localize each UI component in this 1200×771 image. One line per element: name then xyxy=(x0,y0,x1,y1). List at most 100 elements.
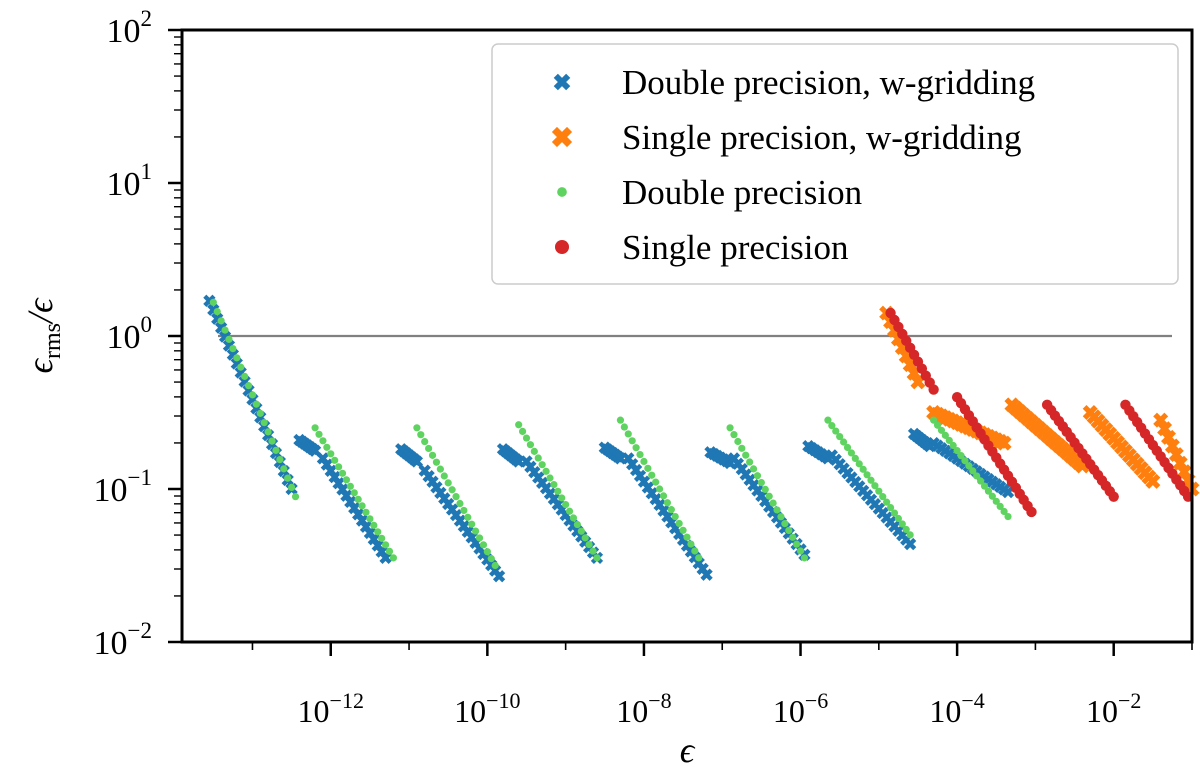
data-point xyxy=(562,501,570,509)
data-point xyxy=(464,513,472,521)
data-point xyxy=(577,527,585,535)
data-point xyxy=(440,472,448,480)
data-point xyxy=(683,533,691,541)
data-point xyxy=(244,382,253,390)
data-point xyxy=(761,485,769,494)
data-point xyxy=(640,457,648,466)
data-point xyxy=(616,416,625,424)
data-point xyxy=(1168,447,1184,463)
series-2 xyxy=(209,298,1012,570)
data-point xyxy=(843,443,852,452)
data-point xyxy=(425,444,433,453)
data-point xyxy=(491,561,499,570)
data-point xyxy=(410,455,424,468)
data-point xyxy=(883,498,891,506)
svg-text:ϵrms/ϵ: ϵrms/ϵ xyxy=(20,297,66,374)
data-point xyxy=(589,547,597,555)
data-point xyxy=(526,441,535,449)
data-point xyxy=(863,471,871,479)
data-point xyxy=(785,526,793,535)
data-point xyxy=(789,533,797,541)
data-point xyxy=(941,431,949,439)
data-point xyxy=(479,541,488,549)
data-point xyxy=(828,422,836,430)
data-point xyxy=(475,534,484,542)
data-point xyxy=(628,437,636,445)
data-point xyxy=(413,424,421,432)
y-axis-label: ϵrms/ϵ xyxy=(20,297,66,374)
data-point xyxy=(417,431,425,439)
data-point xyxy=(241,372,249,380)
data-point xyxy=(875,487,883,495)
data-point xyxy=(1164,438,1180,454)
data-point xyxy=(209,298,217,306)
data-point xyxy=(554,487,562,495)
data-point xyxy=(663,499,672,507)
data-point xyxy=(757,478,765,487)
data-point xyxy=(460,506,468,515)
data-point xyxy=(546,474,554,482)
data-point xyxy=(796,547,805,555)
data-point xyxy=(327,450,335,458)
data-point xyxy=(730,431,738,439)
data-point xyxy=(237,363,245,371)
data-point xyxy=(530,447,538,455)
data-point xyxy=(385,547,394,555)
data-point xyxy=(483,548,491,556)
data-point xyxy=(632,444,640,452)
x-axis-label: ϵ xyxy=(680,730,696,770)
data-point xyxy=(428,451,437,459)
x-tick-label: 10−10 xyxy=(454,688,520,729)
data-point xyxy=(973,472,981,480)
data-point xyxy=(949,441,957,450)
data-point xyxy=(753,472,762,480)
data-point xyxy=(585,540,593,549)
data-point xyxy=(284,474,292,482)
axis-ticks: 10−12 10−10 10−8 10−6 10−4 10−2 10−2 10−1 100 101… xyxy=(94,6,1193,729)
data-point xyxy=(472,527,480,535)
data-point xyxy=(272,446,280,454)
data-point xyxy=(487,555,495,563)
x-tick-label: 10−12 xyxy=(298,688,364,729)
data-point xyxy=(468,520,476,528)
data-point xyxy=(1108,491,1119,502)
data-point xyxy=(687,540,695,548)
y-tick-label: 102 xyxy=(107,6,153,50)
y-tick-label: 101 xyxy=(107,159,153,203)
legend-label: Single precision, w-gridding xyxy=(622,118,1022,157)
data-point xyxy=(558,494,566,502)
legend-marker xyxy=(551,126,573,148)
data-point xyxy=(906,531,914,539)
data-point xyxy=(436,465,444,473)
data-point xyxy=(334,463,343,471)
data-point xyxy=(961,457,969,465)
series-3 xyxy=(885,307,1194,518)
data-point xyxy=(346,482,354,490)
data-point xyxy=(894,514,902,523)
data-point xyxy=(851,454,859,462)
data-point xyxy=(381,541,390,549)
data-point xyxy=(765,492,773,500)
data-point xyxy=(229,345,237,353)
data-point xyxy=(593,554,601,562)
data-point xyxy=(700,568,713,581)
data-point xyxy=(213,307,221,316)
data-point xyxy=(569,514,578,522)
data-point xyxy=(965,462,973,470)
data-point xyxy=(992,497,1000,505)
data-point xyxy=(518,427,527,435)
data-point xyxy=(448,486,456,494)
data-point xyxy=(311,424,319,432)
data-point xyxy=(308,444,322,457)
legend-box xyxy=(491,43,1179,285)
data-point xyxy=(288,483,296,491)
data-point xyxy=(903,537,917,551)
data-point xyxy=(953,446,961,455)
legend: Double precision, w-gridding Single preci… xyxy=(491,43,1179,285)
data-point xyxy=(839,438,848,446)
legend-label: Double precision xyxy=(622,173,862,212)
data-point xyxy=(624,430,632,438)
data-point xyxy=(930,416,938,424)
data-point xyxy=(323,443,331,451)
